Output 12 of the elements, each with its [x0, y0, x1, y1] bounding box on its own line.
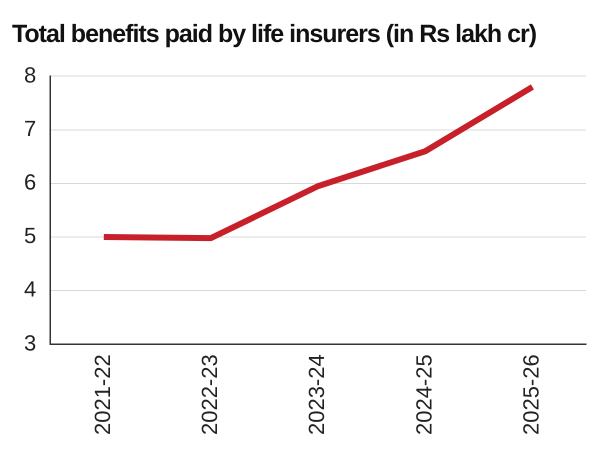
x-tick-label: 2021-22: [90, 354, 115, 436]
y-tick-label: 8: [24, 62, 36, 88]
y-tick-label: 3: [24, 330, 36, 356]
y-tick-label: 6: [24, 169, 36, 194]
x-tick-label: 2024-25: [411, 354, 436, 436]
y-tick-label: 7: [24, 116, 36, 141]
y-tick-label: 5: [24, 223, 36, 248]
y-tick-label: 4: [24, 276, 36, 302]
chart-title: Total benefits paid by life insurers (in Rs lakh cr): [12, 20, 538, 49]
x-tick-label: 2023-24: [304, 354, 330, 436]
x-tick-label: 2025-26: [518, 354, 544, 436]
x-tick-label: 2022-23: [197, 354, 222, 436]
